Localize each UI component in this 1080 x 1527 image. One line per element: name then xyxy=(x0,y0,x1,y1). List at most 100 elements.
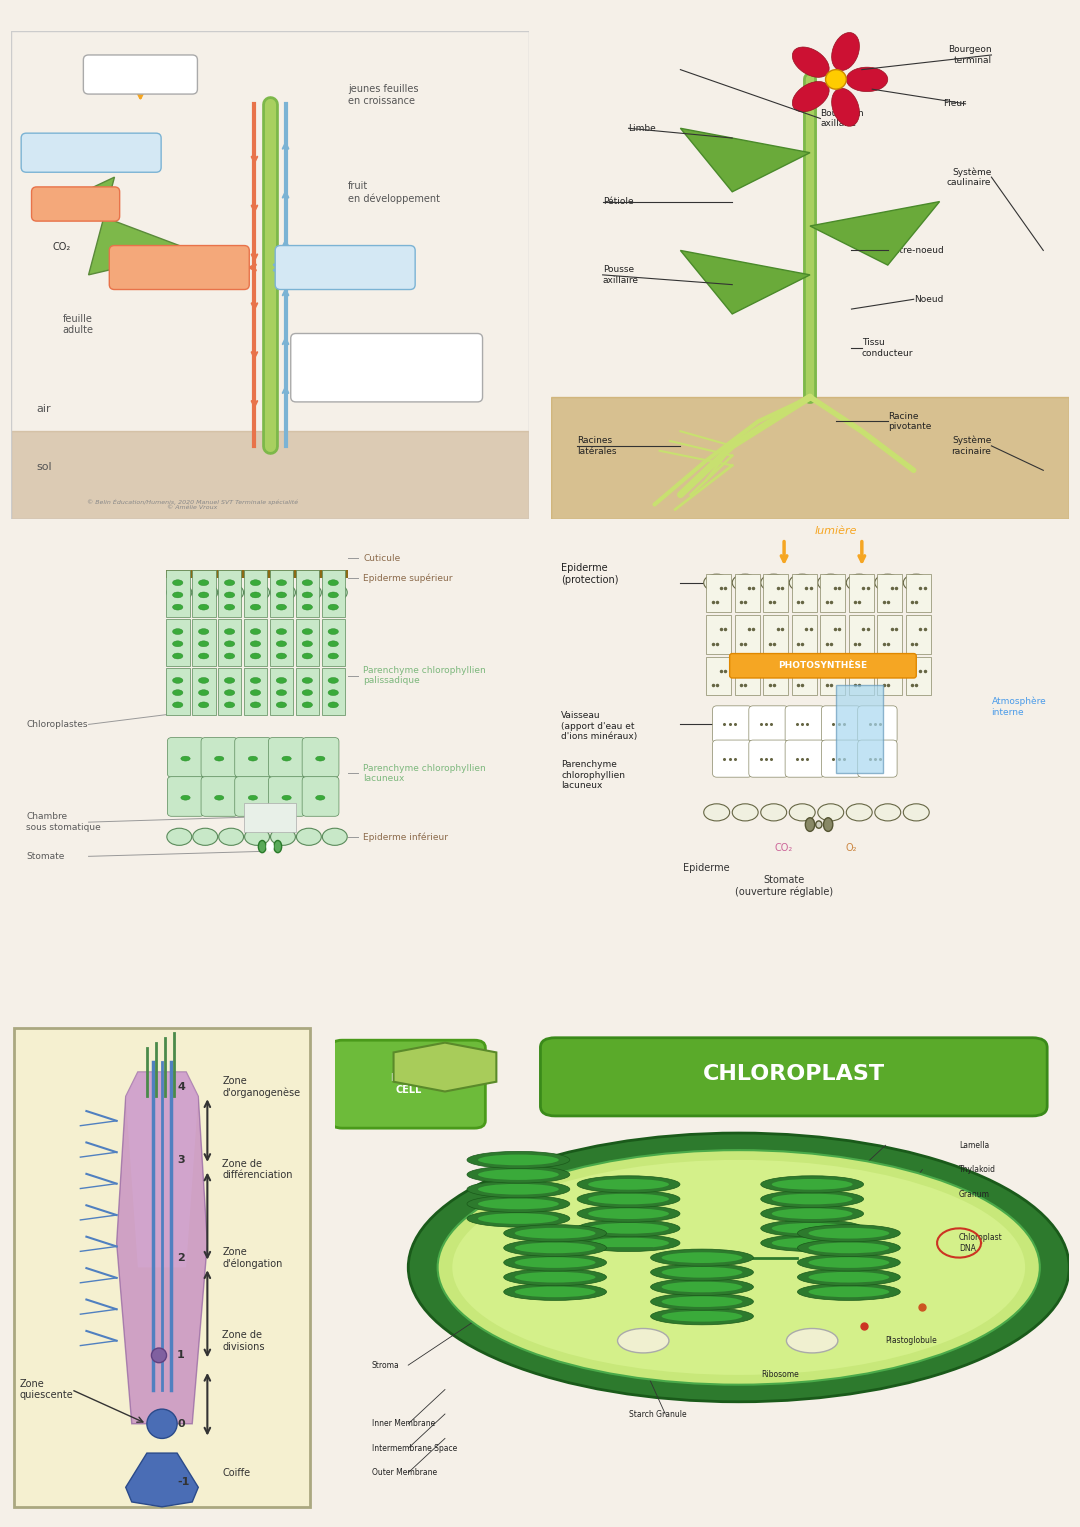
Text: 1: 1 xyxy=(177,1350,185,1361)
Bar xyxy=(849,657,874,695)
Ellipse shape xyxy=(823,818,833,831)
Ellipse shape xyxy=(251,629,260,635)
Ellipse shape xyxy=(328,678,338,684)
Ellipse shape xyxy=(467,1209,570,1228)
FancyBboxPatch shape xyxy=(785,705,824,744)
Text: jeunes feuilles
en croissance: jeunes feuilles en croissance xyxy=(348,84,418,105)
Bar xyxy=(849,574,874,612)
FancyBboxPatch shape xyxy=(822,705,861,744)
Text: Stomate
(ouverture réglable): Stomate (ouverture réglable) xyxy=(735,875,833,898)
Ellipse shape xyxy=(302,605,312,611)
Ellipse shape xyxy=(437,1150,1040,1385)
Ellipse shape xyxy=(467,1151,570,1168)
Bar xyxy=(792,657,816,695)
Text: Intermembrane Space: Intermembrane Space xyxy=(372,1443,457,1452)
Ellipse shape xyxy=(478,1199,558,1209)
Text: fruit
en développement: fruit en développement xyxy=(348,182,440,203)
Text: Parenchyme chlorophyllien
palissadique: Parenchyme chlorophyllien palissadique xyxy=(363,666,486,686)
Text: Bourgeon
terminal: Bourgeon terminal xyxy=(948,46,991,64)
Ellipse shape xyxy=(248,796,257,800)
Ellipse shape xyxy=(251,690,260,696)
Bar xyxy=(270,669,294,715)
Bar xyxy=(218,669,242,715)
Ellipse shape xyxy=(302,678,312,684)
Ellipse shape xyxy=(503,1269,607,1286)
Ellipse shape xyxy=(302,580,312,586)
Ellipse shape xyxy=(832,89,860,127)
Polygon shape xyxy=(117,1072,207,1423)
Ellipse shape xyxy=(199,605,208,611)
Text: feuille
adulte: feuille adulte xyxy=(63,315,94,336)
Ellipse shape xyxy=(328,580,338,586)
Ellipse shape xyxy=(662,1267,742,1278)
Ellipse shape xyxy=(251,580,260,586)
Ellipse shape xyxy=(503,1254,607,1270)
FancyBboxPatch shape xyxy=(201,738,238,777)
Text: Système
racinaire: Système racinaire xyxy=(951,435,991,457)
Bar xyxy=(764,615,788,654)
Ellipse shape xyxy=(276,654,286,660)
Text: Xylème: Xylème xyxy=(405,350,442,360)
Text: Chambre
sous stomatique: Chambre sous stomatique xyxy=(26,812,102,832)
Ellipse shape xyxy=(589,1208,669,1219)
Bar xyxy=(734,657,759,695)
Ellipse shape xyxy=(276,592,286,599)
Ellipse shape xyxy=(809,1228,889,1238)
Ellipse shape xyxy=(302,629,312,635)
Ellipse shape xyxy=(274,840,282,852)
Ellipse shape xyxy=(199,690,208,696)
Bar xyxy=(270,571,294,617)
Bar xyxy=(877,615,902,654)
Bar xyxy=(706,574,731,612)
Ellipse shape xyxy=(478,1212,558,1225)
Ellipse shape xyxy=(276,629,286,635)
Bar xyxy=(821,657,846,695)
Text: Stomate: Stomate xyxy=(26,852,65,861)
Ellipse shape xyxy=(577,1176,680,1193)
Ellipse shape xyxy=(173,690,183,696)
Ellipse shape xyxy=(467,1196,570,1212)
Ellipse shape xyxy=(760,803,786,822)
FancyBboxPatch shape xyxy=(785,741,824,777)
Text: 3: 3 xyxy=(177,1154,185,1165)
Ellipse shape xyxy=(225,580,234,586)
Ellipse shape xyxy=(315,796,325,800)
FancyBboxPatch shape xyxy=(730,654,916,678)
Bar xyxy=(906,657,931,695)
Ellipse shape xyxy=(760,1205,864,1222)
Ellipse shape xyxy=(173,702,183,709)
Ellipse shape xyxy=(328,605,338,611)
FancyBboxPatch shape xyxy=(14,1028,310,1507)
Bar xyxy=(322,571,346,617)
Ellipse shape xyxy=(199,629,208,635)
Ellipse shape xyxy=(786,1328,838,1353)
Ellipse shape xyxy=(244,583,270,602)
Ellipse shape xyxy=(809,1286,889,1298)
Ellipse shape xyxy=(875,574,901,591)
Text: Starch Granule: Starch Granule xyxy=(629,1409,686,1419)
Ellipse shape xyxy=(662,1252,742,1263)
Bar xyxy=(244,620,268,666)
FancyBboxPatch shape xyxy=(234,777,271,817)
Text: Parenchyme
chlorophyllien
lacuneux: Parenchyme chlorophyllien lacuneux xyxy=(562,760,625,789)
Ellipse shape xyxy=(173,605,183,611)
Ellipse shape xyxy=(903,574,929,591)
FancyBboxPatch shape xyxy=(269,738,306,777)
Ellipse shape xyxy=(225,641,234,647)
Ellipse shape xyxy=(302,702,312,709)
Ellipse shape xyxy=(732,803,758,822)
Ellipse shape xyxy=(173,654,183,660)
Ellipse shape xyxy=(515,1272,595,1283)
Ellipse shape xyxy=(225,678,234,684)
FancyBboxPatch shape xyxy=(540,1038,1048,1116)
Ellipse shape xyxy=(650,1307,754,1325)
Bar xyxy=(244,571,268,617)
Text: Tissu
conducteur: Tissu conducteur xyxy=(862,339,914,357)
Ellipse shape xyxy=(704,574,730,591)
Bar xyxy=(166,571,348,577)
Ellipse shape xyxy=(276,641,286,647)
Ellipse shape xyxy=(589,1179,669,1190)
Ellipse shape xyxy=(577,1191,680,1208)
Bar xyxy=(244,669,268,715)
FancyBboxPatch shape xyxy=(822,741,861,777)
